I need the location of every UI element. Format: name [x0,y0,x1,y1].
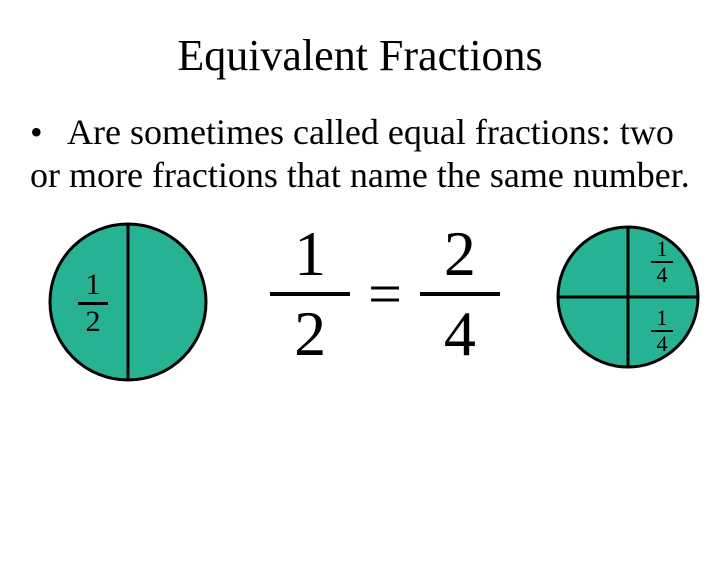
fraction-left-num: 1 [294,218,326,289]
circle-half-fraction: 1 2 [78,270,108,337]
circle-quarter: 1 4 1 4 [556,225,700,374]
fraction-right-num: 2 [444,218,476,289]
circle-half-svg [48,222,208,382]
fraction-left-den: 2 [294,298,326,369]
fraction-right: 2 4 [420,222,500,366]
page-title: Equivalent Fractions [0,30,720,81]
quarter-bot-num: 1 [657,305,668,330]
circle-quarter-svg [556,225,700,369]
quarter-top-num: 1 [657,236,668,261]
quarter-bot-den: 4 [657,331,668,356]
bullet-content: Are sometimes called equal fractions: tw… [30,112,690,195]
fraction-left-bar [270,292,350,296]
quarter-bot-fraction: 1 4 [651,307,673,355]
figure-area: 1 2 1 2 = 2 4 1 4 1 [0,222,720,442]
fraction-left: 1 2 [270,222,350,366]
quarter-top-fraction: 1 4 [651,238,673,286]
fraction-right-bar [420,292,500,296]
half-denominator: 2 [86,305,101,338]
quarter-top-den: 4 [657,262,668,287]
equation: 1 2 = 2 4 [215,222,555,366]
circle-half: 1 2 [48,222,208,387]
half-numerator: 1 [86,268,101,301]
bullet-text: • Are sometimes called equal fractions: … [30,111,690,197]
fraction-right-den: 4 [444,298,476,369]
equals-sign: = [368,260,402,329]
bullet-marker: • [30,111,60,154]
